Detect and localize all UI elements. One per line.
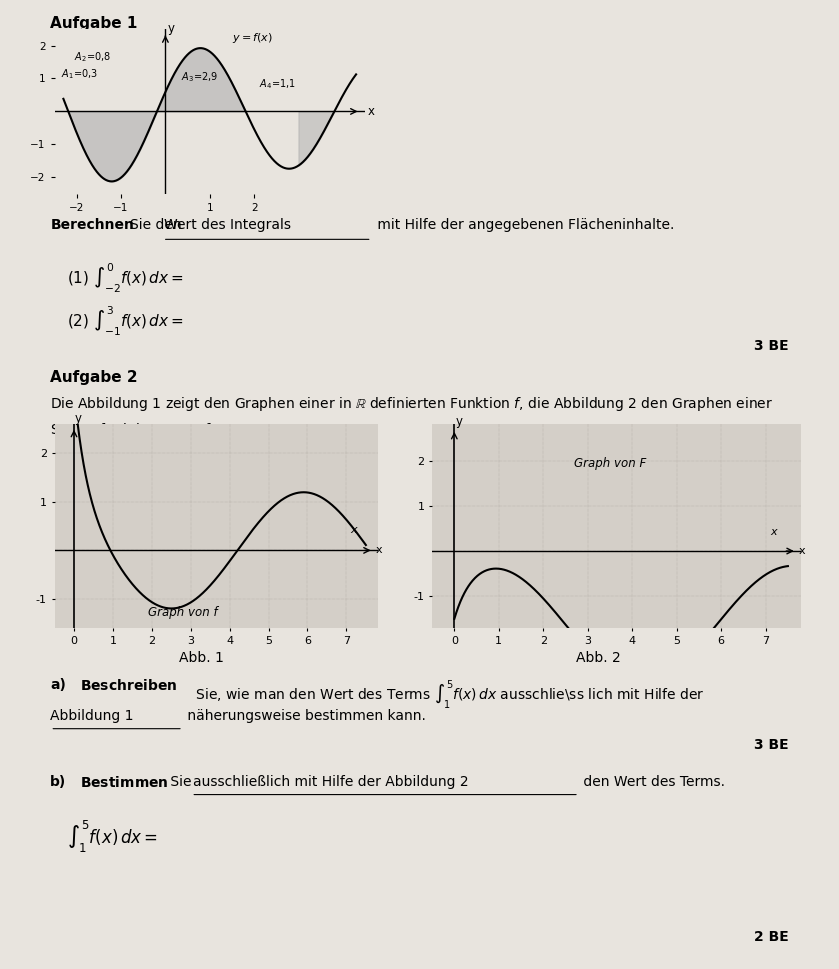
Text: y: y	[456, 416, 462, 428]
Text: $\int_1^5 f(x)\,dx =$: $\int_1^5 f(x)\,dx =$	[67, 819, 158, 855]
Text: Graph von f: Graph von f	[149, 606, 218, 619]
Text: $A_4\!=\!1{,}1$: $A_4\!=\!1{,}1$	[258, 77, 295, 90]
Text: Abb. 1: Abb. 1	[179, 651, 224, 665]
Text: x: x	[376, 546, 383, 555]
Text: Abbildung 1: Abbildung 1	[50, 709, 134, 723]
Text: $\mathbf{Beschreiben}$: $\mathbf{Beschreiben}$	[80, 678, 177, 693]
Text: 2 BE: 2 BE	[754, 930, 789, 944]
Text: x: x	[770, 527, 777, 537]
Text: Sie: Sie	[166, 775, 196, 789]
Text: Berechnen: Berechnen	[50, 218, 134, 232]
Text: (1) $\int_{-2}^{0} f(x)\,dx =$: (1) $\int_{-2}^{0} f(x)\,dx =$	[67, 262, 184, 295]
Text: y: y	[167, 22, 175, 35]
Text: Aufgabe 2: Aufgabe 2	[50, 370, 138, 385]
Text: (2) $\int_{-1}^{3} f(x)\,dx =$: (2) $\int_{-1}^{3} f(x)\,dx =$	[67, 304, 184, 337]
Text: a): a)	[50, 678, 66, 692]
Text: Aufgabe 1: Aufgabe 1	[50, 16, 138, 31]
Text: y: y	[75, 412, 81, 425]
Text: $y = f(x)$: $y = f(x)$	[232, 31, 273, 45]
Text: x: x	[367, 105, 374, 118]
Text: ausschließlich mit Hilfe der Abbildung 2: ausschließlich mit Hilfe der Abbildung 2	[193, 775, 469, 789]
Text: 3 BE: 3 BE	[754, 339, 789, 353]
Text: Wert des Integrals: Wert des Integrals	[164, 218, 290, 232]
Text: Sie, wie man den Wert des Terms $\int_1^5 f(x)\,dx$ ausschlie\ss lich mit Hilfe : Sie, wie man den Wert des Terms $\int_1^…	[191, 678, 705, 711]
Text: 3 BE: 3 BE	[754, 738, 789, 752]
Text: x: x	[351, 525, 357, 536]
Text: Stammfunktion $F$ von $f$.: Stammfunktion $F$ von $f$.	[50, 422, 214, 436]
Text: Die Abbildung 1 zeigt den Graphen einer in $\mathbb{R}$ definierten Funktion $f$: Die Abbildung 1 zeigt den Graphen einer …	[50, 395, 774, 414]
Text: $A_1\!=\!0{,}3$: $A_1\!=\!0{,}3$	[61, 67, 98, 80]
Text: den Wert des Terms.: den Wert des Terms.	[579, 775, 725, 789]
Text: Abb. 2: Abb. 2	[576, 651, 621, 665]
Text: Graph von F: Graph von F	[574, 457, 646, 470]
Text: Sie den: Sie den	[130, 218, 186, 232]
Text: b): b)	[50, 775, 66, 789]
Text: $A_3\!=\!2{,}9$: $A_3\!=\!2{,}9$	[181, 70, 218, 84]
Text: mit Hilfe der angegebenen Flächeninhalte.: mit Hilfe der angegebenen Flächeninhalte…	[373, 218, 675, 232]
Text: $A_2\!=\!0{,}8$: $A_2\!=\!0{,}8$	[75, 50, 112, 64]
Text: x: x	[799, 547, 805, 556]
Text: $\mathbf{Bestimmen}$: $\mathbf{Bestimmen}$	[80, 775, 169, 790]
Text: näherungsweise bestimmen kann.: näherungsweise bestimmen kann.	[183, 709, 425, 723]
